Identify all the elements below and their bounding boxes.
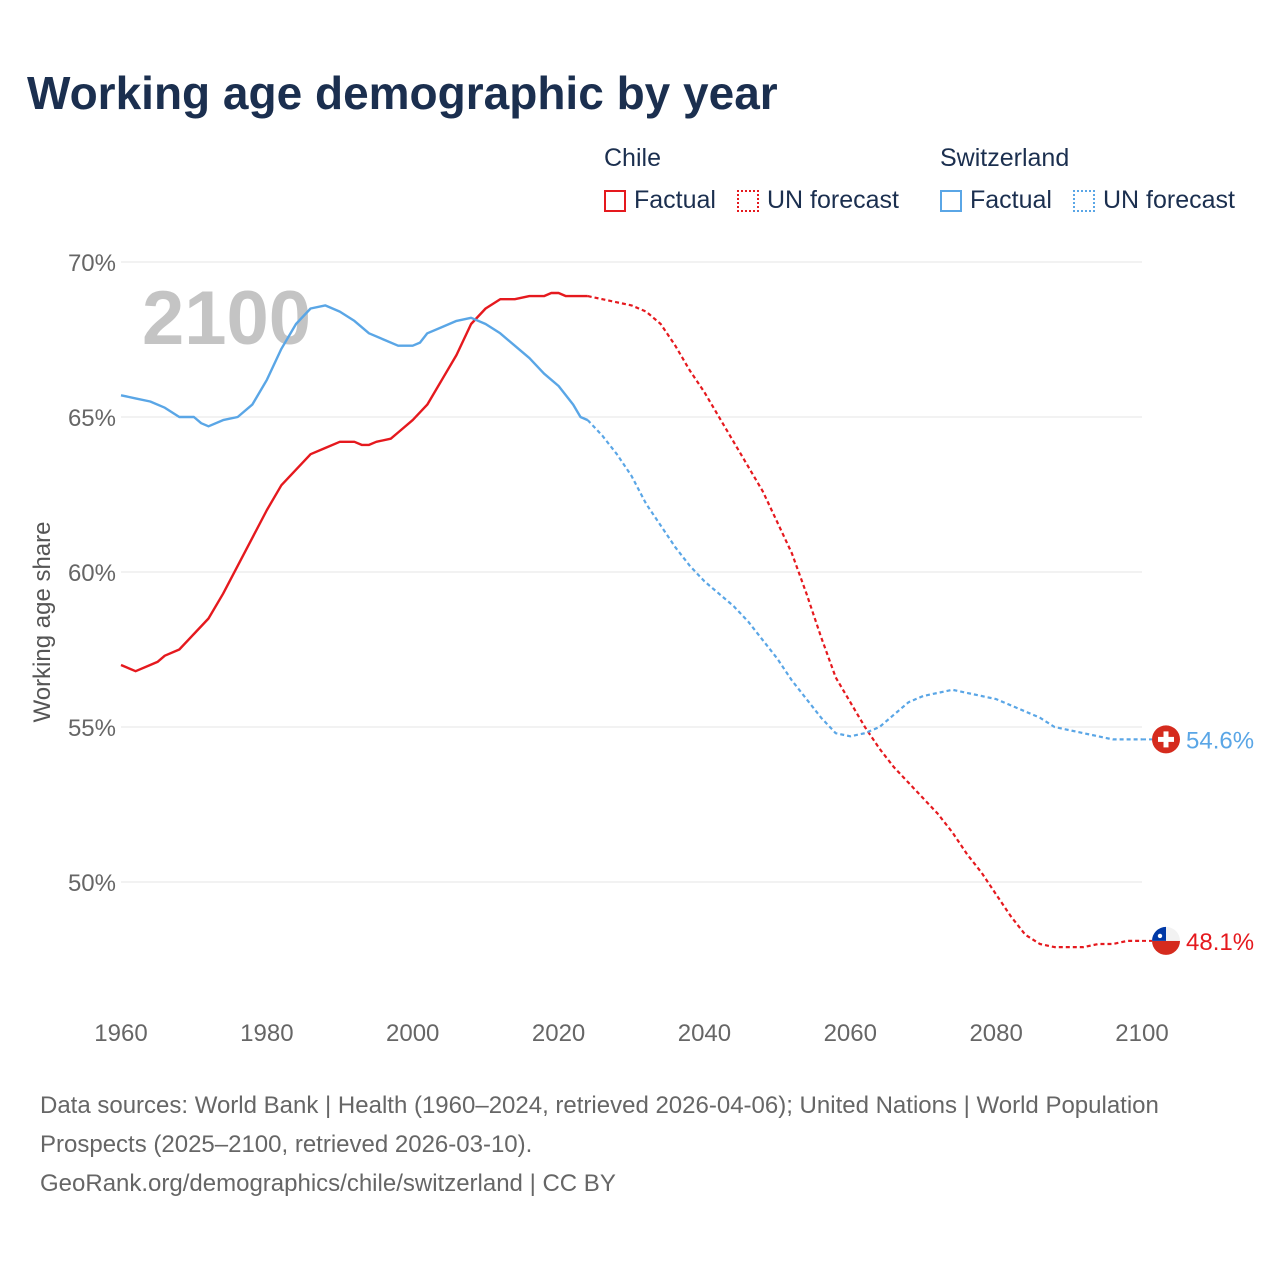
- legend-item-chile-forecast[interactable]: UN forecast: [737, 186, 899, 215]
- legend-label: Factual: [634, 186, 716, 214]
- flag-cross-horizontal: [1158, 736, 1174, 742]
- data-sources-note: Data sources: World Bank | Health (1960–…: [40, 1092, 1159, 1158]
- x-axis-ticks: 1960 1980 2000 2020 2040 2060 2080 2100: [94, 1020, 1168, 1047]
- x-tick-label: 1960: [94, 1020, 147, 1047]
- series-end-markers: 48.1% 54.6%: [1152, 725, 1254, 956]
- x-tick-label: 2040: [678, 1020, 731, 1047]
- legend-item-switzerland-factual[interactable]: Factual: [940, 186, 1052, 215]
- grid-lines: [121, 261, 1142, 883]
- series-lines: [120, 291, 1152, 949]
- legend-group-name: Switzerland: [940, 144, 1070, 172]
- dotted-line-swatch-icon: [1073, 189, 1095, 212]
- year-watermark: 2100: [142, 276, 311, 361]
- chile-factual-line: [120, 291, 588, 673]
- switzerland-factual-line: [120, 304, 589, 428]
- x-tick-label: 2100: [1115, 1020, 1168, 1047]
- x-tick-label: 2080: [969, 1020, 1022, 1047]
- y-tick-label: 55%: [68, 715, 116, 742]
- legend-label: Factual: [970, 186, 1052, 214]
- x-tick-label: 2000: [386, 1020, 439, 1047]
- chile-forecast-line: [587, 295, 1142, 949]
- legend-label: UN forecast: [767, 186, 899, 214]
- chile-end-value-label: 48.1%: [1186, 929, 1254, 956]
- y-axis-label: Working age share: [29, 522, 56, 723]
- legend-label: UN forecast: [1103, 186, 1235, 214]
- y-tick-label: 65%: [68, 405, 116, 432]
- flag-star: [1157, 933, 1163, 939]
- legend-item-switzerland-forecast[interactable]: UN forecast: [1073, 186, 1235, 215]
- legend-item-chile-factual[interactable]: Factual: [604, 186, 716, 215]
- y-axis-ticks: 70% 65% 60% 55% 50%: [68, 250, 116, 897]
- y-tick-label: 70%: [68, 250, 116, 277]
- line-chart: 2100 70% 65% 60% 55% 50% 1960 1980 2000 2020 204…: [29, 250, 1254, 1047]
- switzerland-flag-icon: [1152, 725, 1180, 754]
- switzerland-end-value-label: 54.6%: [1186, 727, 1254, 754]
- solid-line-swatch-icon: [604, 189, 626, 212]
- flag-canton: [1152, 926, 1166, 941]
- footer: Data sources: World Bank | Health (1960–…: [40, 1086, 1220, 1203]
- switzerland-forecast-line: [586, 419, 1142, 741]
- y-tick-label: 50%: [68, 870, 116, 897]
- x-tick-label: 1980: [240, 1020, 293, 1047]
- y-tick-label: 60%: [68, 560, 116, 587]
- chart-title: Working age demographic by year: [27, 67, 778, 119]
- solid-line-swatch-icon: [940, 189, 962, 212]
- x-tick-label: 2020: [532, 1020, 585, 1047]
- chile-flag-icon: [1152, 926, 1181, 955]
- attribution-link[interactable]: GeoRank.org/demographics/chile/switzerla…: [40, 1170, 616, 1197]
- legend-group-name: Chile: [604, 144, 661, 172]
- flag-lower-band: [1152, 940, 1181, 955]
- dotted-line-swatch-icon: [737, 189, 759, 212]
- x-tick-label: 2060: [824, 1020, 877, 1047]
